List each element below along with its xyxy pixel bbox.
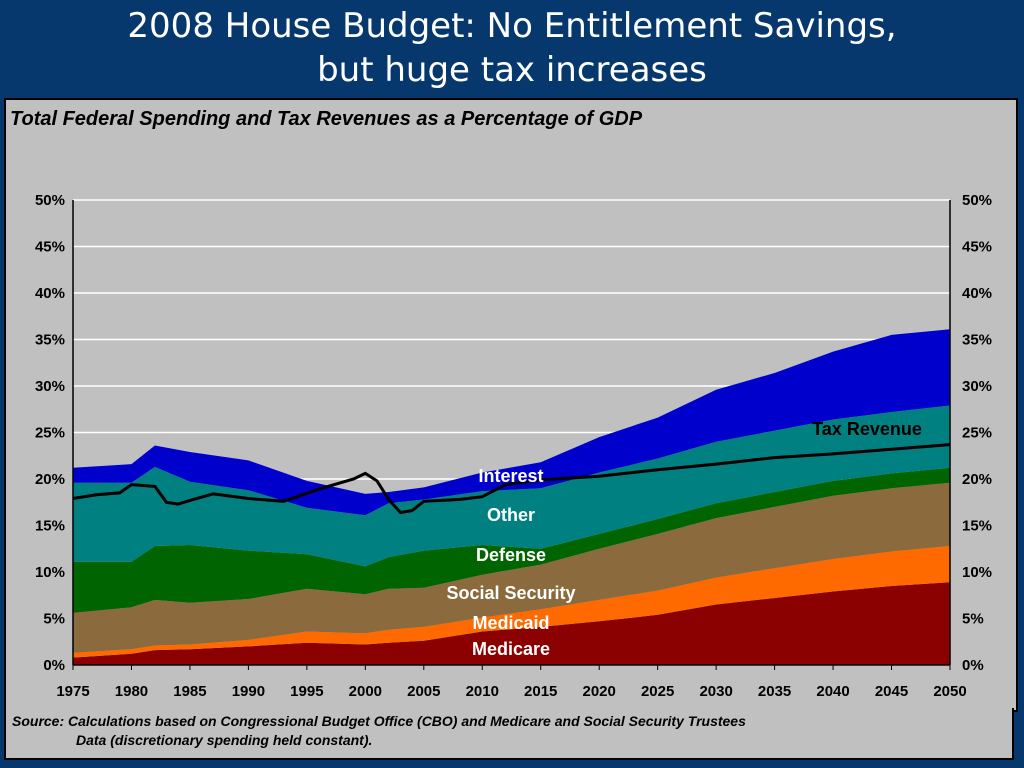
x-tick-8: 2015 [524,683,557,700]
y-tick-left-2: 10% [35,564,65,581]
slide-title: 2008 House Budget: No Entitlement Saving… [0,0,1024,96]
y-tick-right-5: 25% [962,425,992,442]
x-tick-10: 2025 [641,683,674,700]
x-tick-7: 2010 [466,683,499,700]
x-tick-13: 2040 [816,683,849,700]
x-tick-3: 1990 [232,683,265,700]
y-tick-left-0: 0% [43,657,65,674]
y-tick-left-4: 20% [35,471,65,488]
y-tick-left-10: 50% [35,192,65,209]
area-medicare [73,582,950,665]
x-tick-9: 2020 [583,683,616,700]
x-tick-0: 1975 [56,683,89,700]
y-tick-right-4: 20% [962,471,992,488]
area-other [73,405,950,567]
label-defense: Defense [476,545,546,565]
x-tick-1: 1980 [115,683,148,700]
x-tick-14: 2045 [875,683,908,700]
slide-title-line-2: but huge tax increases [317,50,707,90]
label-interest: Interest [478,466,543,486]
y-tick-right-1: 5% [962,611,984,628]
y-tick-left-1: 5% [43,611,65,628]
y-tick-right-7: 35% [962,332,992,349]
y-tick-left-6: 30% [35,378,65,395]
chart-title: Total Federal Spending and Tax Revenues … [10,108,643,130]
y-tick-left-8: 40% [35,285,65,302]
area-medicaid [73,546,950,658]
x-tick-15: 2050 [933,683,966,700]
source-note-line-2: Data (discretionary spending held consta… [76,732,373,748]
x-tick-11: 2030 [699,683,732,700]
y-tick-left-3: 15% [35,518,65,535]
x-tick-2: 1985 [173,683,206,700]
source-note-line-1: Source: Calculations based on Congressio… [12,713,746,729]
y-tick-right-0: 0% [962,657,984,674]
x-tick-5: 2000 [349,683,382,700]
tax-revenue-label: Tax Revenue [812,419,922,439]
y-tick-left-5: 25% [35,425,65,442]
y-tick-left-9: 45% [35,239,65,256]
y-tick-left-7: 35% [35,332,65,349]
y-tick-right-2: 10% [962,564,992,581]
y-tick-right-8: 40% [962,285,992,302]
x-tick-4: 1995 [290,683,323,700]
label-social-security: Social Security [446,583,575,603]
x-tick-6: 2005 [407,683,440,700]
y-tick-right-10: 50% [962,192,992,209]
slide-title-line-1: 2008 House Budget: No Entitlement Saving… [127,6,897,46]
area-social-security [73,482,950,653]
label-medicare: Medicare [472,639,550,659]
label-medicaid: Medicaid [472,613,549,633]
y-tick-right-6: 30% [962,378,992,395]
area-interest [73,329,950,516]
source-note: Source: Calculations based on Congressio… [4,708,1014,760]
x-tick-12: 2035 [758,683,791,700]
y-tick-right-3: 15% [962,518,992,535]
tax-revenue-line [72,443,951,515]
y-tick-right-9: 45% [962,239,992,256]
area-defense [73,467,950,613]
label-other: Other [487,505,535,525]
